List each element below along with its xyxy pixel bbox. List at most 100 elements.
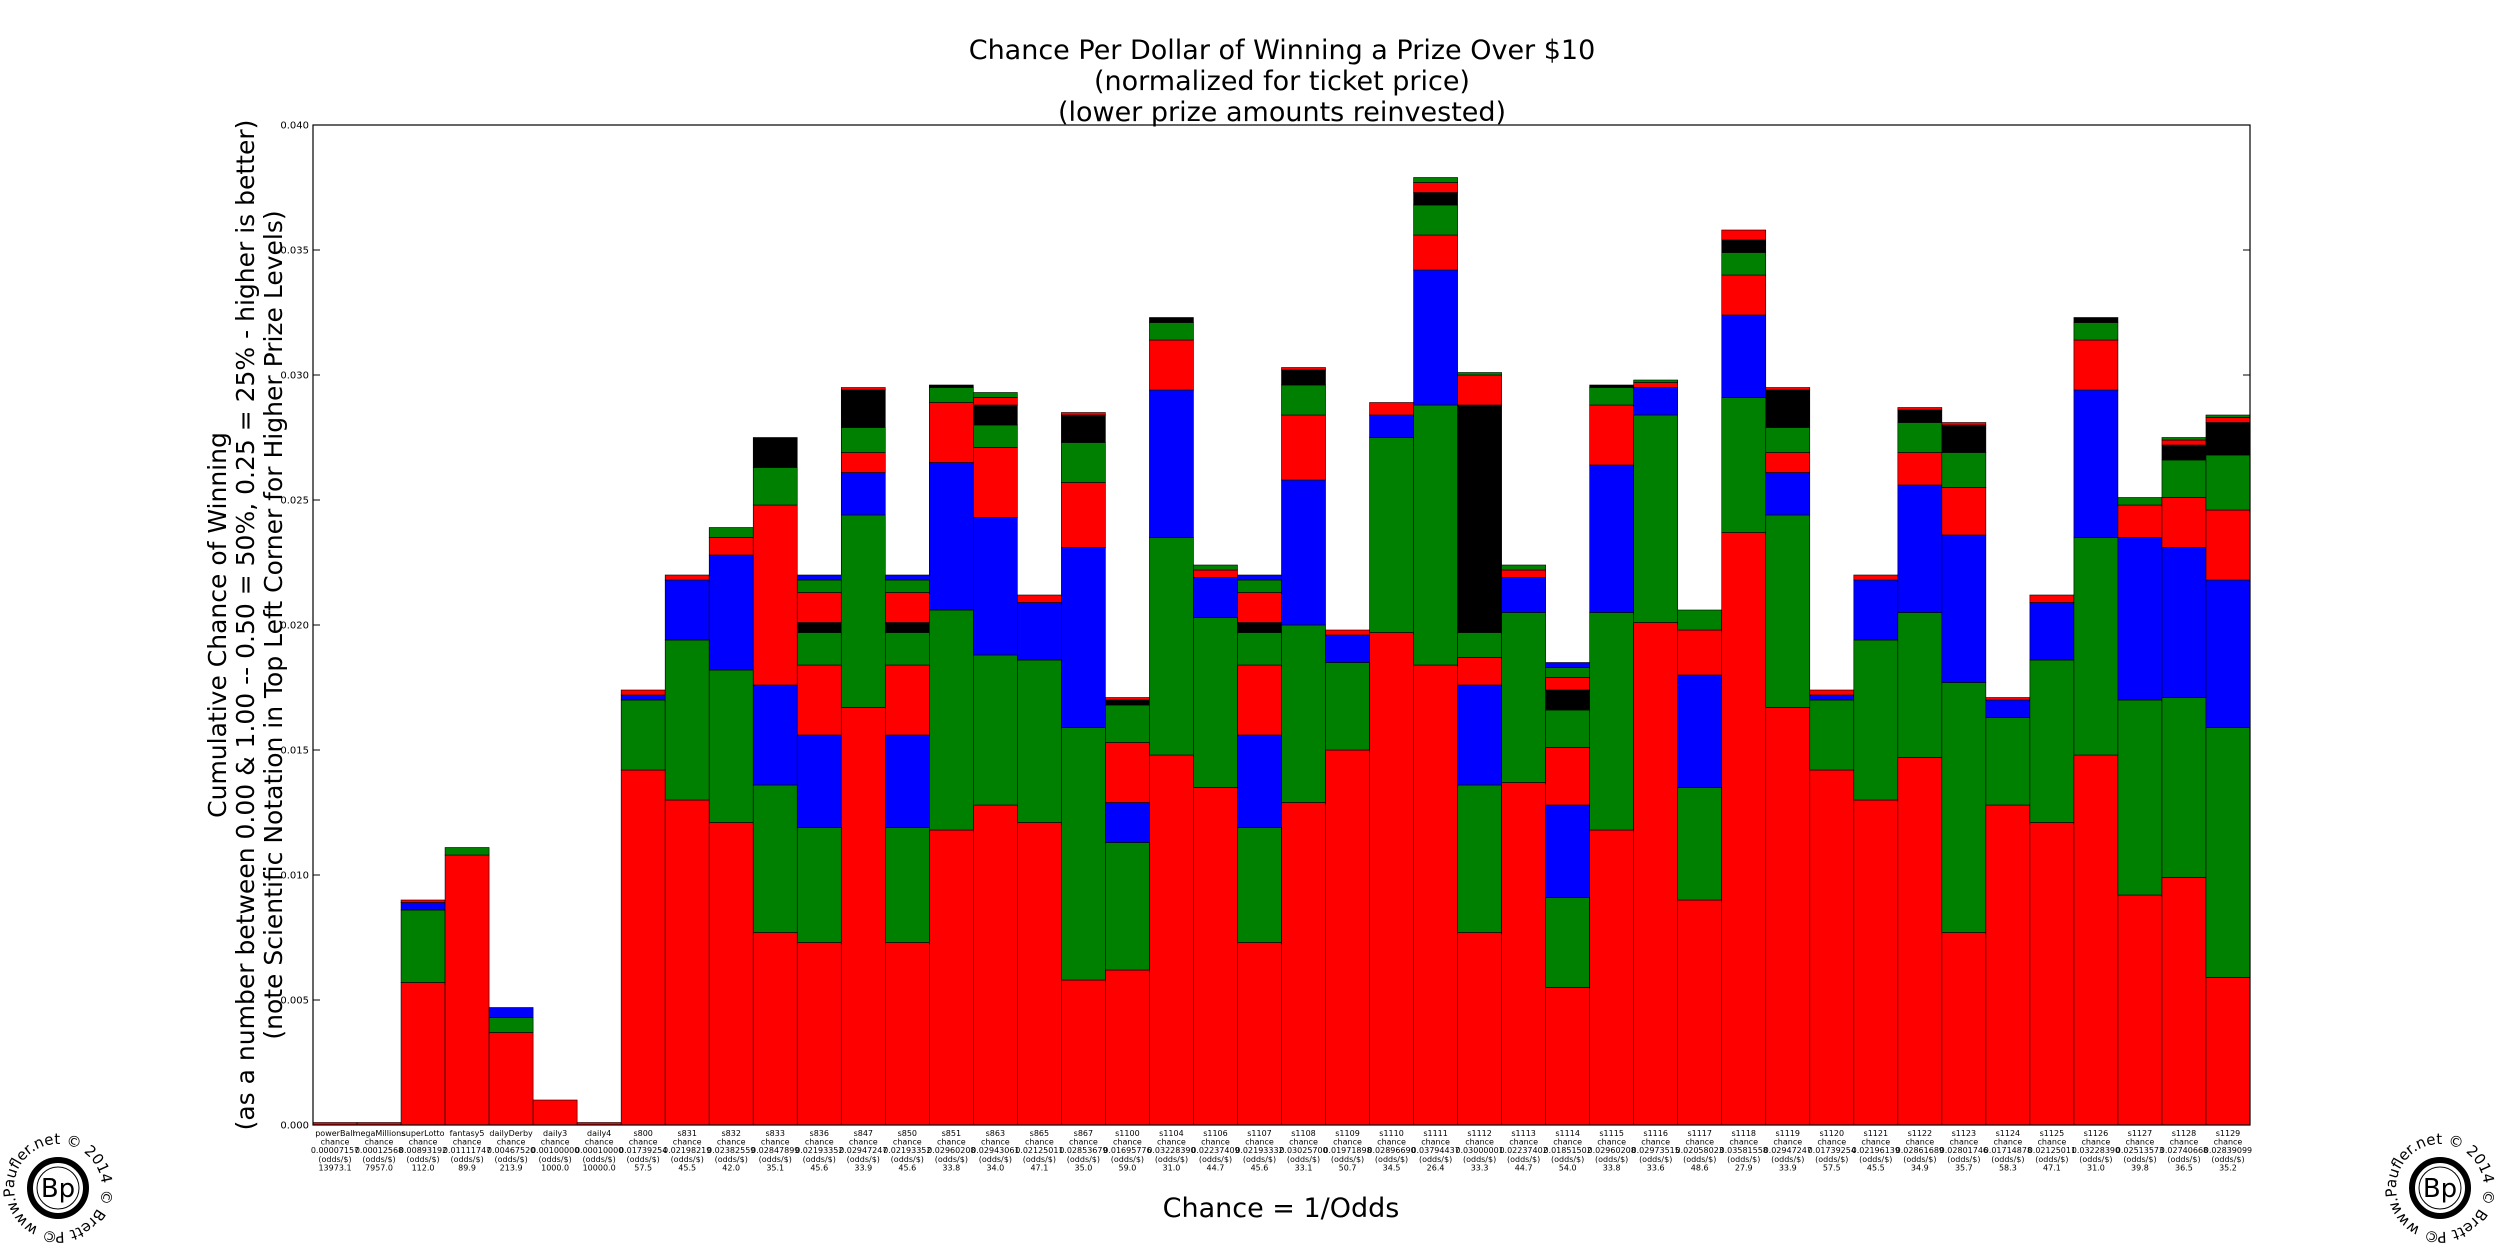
bar-segment [1105,842,1150,971]
bar-segment [752,467,798,506]
category-name-label: s1123 [1952,1129,1977,1138]
bar-segment [1149,339,1194,391]
category-chance-value: 0.02193352 [883,1146,931,1155]
category-odds-word: (odds/$) [450,1155,483,1164]
category-name-label: s1108 [1291,1129,1316,1138]
bar-segment [1061,727,1106,981]
watermark-logo: Bp [2423,1174,2457,1204]
category-chance-word: chance [1289,1138,1318,1147]
bar-segment [1325,629,1370,636]
bar-segment [1237,734,1282,828]
y-tick-label: 0.010 [280,871,309,882]
bar-segment [973,447,1018,518]
category-odds-value: 7957.0 [365,1163,393,1172]
chart-title-line-2: (normalized for ticket price) [1094,66,1470,97]
bar-segment [1061,412,1106,416]
category-odds-word: (odds/$) [1727,1155,1760,1164]
category-odds-word: (odds/$) [2167,1155,2200,1164]
bar-segment [1193,564,1238,571]
bar-segment [1677,899,1723,1126]
bar-segment [973,397,1018,406]
category-name-label: s1107 [1247,1129,1272,1138]
category-odds-value: 213.9 [500,1163,523,1172]
bar-segment [796,664,842,736]
category-odds-value: 39.8 [2131,1163,2149,1172]
bar-segment [1193,577,1238,618]
bar-segment [929,462,974,611]
category-chance-value: 0.03025700 [1279,1146,1327,1155]
category-chance-word: chance [1465,1138,1494,1147]
bar-segment [1721,274,1767,316]
bar-segment [1633,622,1679,1126]
category-odds-word: (odds/$) [1287,1155,1320,1164]
category-chance-value: 0.02513573 [2116,1146,2164,1155]
bar-segment [973,424,1018,448]
bar-segment [2205,454,2251,511]
bar-segment [1897,407,1943,411]
bar-segment [708,822,754,1126]
category-odds-word: (odds/$) [759,1155,792,1164]
category-odds-word: (odds/$) [2211,1155,2244,1164]
category-chance-value: 0.01971898 [1323,1146,1371,1155]
bar-segment [973,804,1018,1126]
bar-segment [1369,402,1414,416]
bar-segment [1545,709,1590,748]
category-chance-value: 0.02198219 [663,1146,711,1155]
category-chance-value: 0.03228390 [1147,1146,1195,1155]
category-odds-value: 33.1 [1295,1163,1313,1172]
bar-segment [2029,822,2075,1126]
category-odds-word: (odds/$) [803,1155,836,1164]
bar-segment [664,639,710,801]
bar-segment [2073,389,2119,538]
bar-segment [1281,624,1326,803]
bar-segment [1193,787,1238,1126]
category-chance-value: 0.02960208 [1587,1146,1635,1155]
bar-segment [840,427,886,453]
category-name-label: fantasy5 [450,1129,485,1138]
category-odds-word: (odds/$) [671,1155,704,1164]
bar-segment [620,699,666,771]
bar-segment [752,504,798,686]
bar-segment [884,632,930,666]
bar-segment [488,1007,534,1018]
category-odds-value: 36.5 [2175,1163,2193,1172]
bar-segment [2161,697,2207,878]
bar-segment [1105,704,1150,743]
bar-segment [840,707,886,1126]
bar-segment [1809,689,1855,696]
y-tick-label: 0.030 [280,371,309,382]
category-name-label: s1106 [1203,1129,1228,1138]
bar-segment [2117,504,2163,538]
bar-segment [1061,414,1106,443]
category-odds-word: (odds/$) [1067,1155,1100,1164]
bar-segment [1545,677,1590,691]
bar-segment [1457,372,1502,376]
bar-segment [1281,479,1326,626]
bar-segment [884,592,930,623]
category-odds-word: (odds/$) [1551,1155,1584,1164]
bar-segment [1149,322,1194,341]
bar-segment [2205,579,2251,728]
category-odds-word: (odds/$) [1199,1155,1232,1164]
category-chance-value: 0.02861689 [1896,1146,1944,1155]
bar-segment [884,579,930,593]
category-name-label: s1111 [1423,1129,1448,1138]
category-chance-value: 0.00467520 [487,1146,535,1155]
bar-segment [1501,564,1546,571]
bar-segment [1897,484,1943,613]
category-chance-word: chance [1817,1138,1846,1147]
bar-segment [620,769,666,1126]
bar-segment [1677,609,1723,631]
category-odds-value: 1000.0 [541,1163,569,1172]
bar-segment [1765,387,1811,391]
category-odds-value: 47.1 [1030,1163,1048,1172]
category-odds-value: 45.6 [898,1163,916,1172]
bar-segment [1985,697,2031,701]
bar-segment [1325,634,1370,663]
bar-segment [1721,239,1767,253]
bar-segment [1765,452,1811,473]
category-odds-word: (odds/$) [1463,1155,1496,1164]
bar-segment [2073,317,2119,323]
chart-title: Chance Per Dollar of Winning a Prize Ove… [969,35,1596,128]
bar-segment [444,847,490,856]
